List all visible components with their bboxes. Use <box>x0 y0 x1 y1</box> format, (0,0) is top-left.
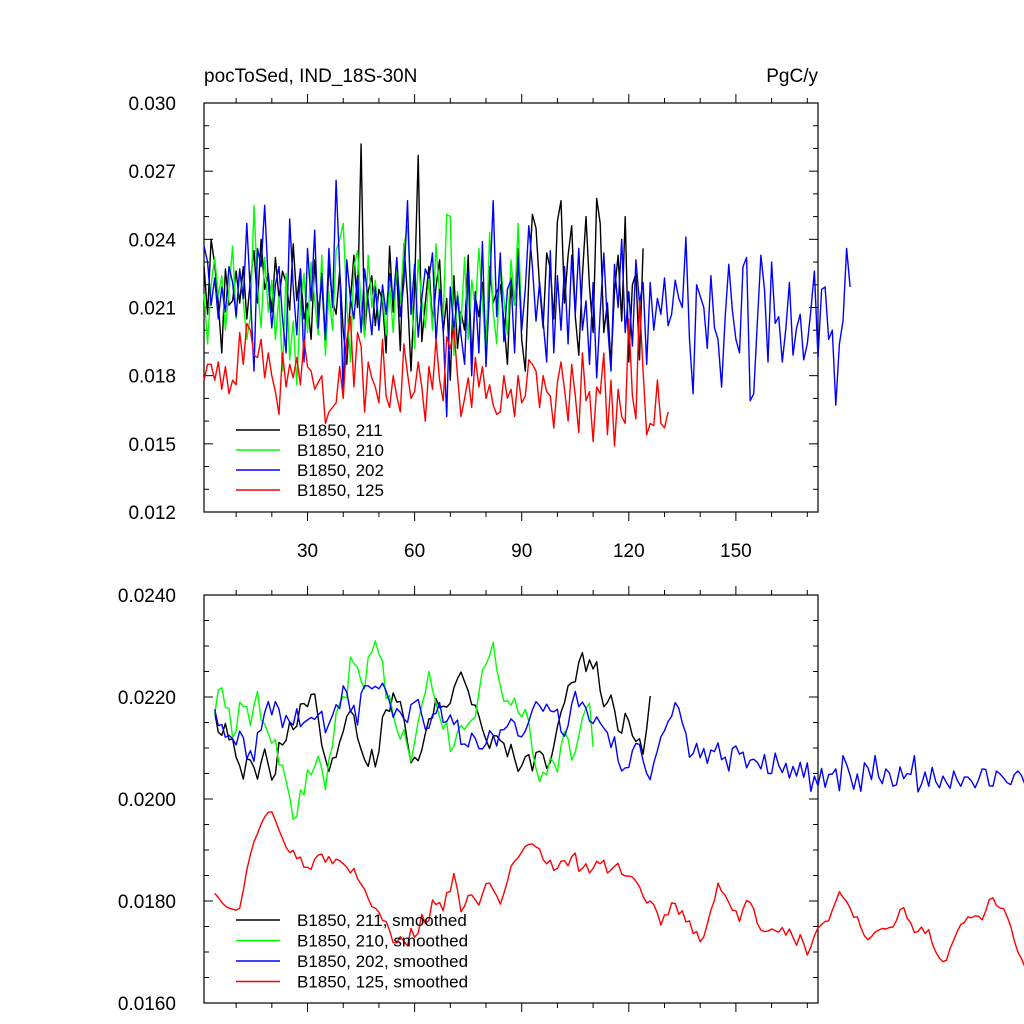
units-label: PgC/y <box>766 66 818 87</box>
chart-title: pocToSed, IND_18S-30N <box>204 66 417 87</box>
legend-label: B1850, 211 <box>297 421 383 440</box>
series-line <box>203 300 669 447</box>
series-line <box>214 640 594 821</box>
x-tick-label: 90 <box>511 541 532 562</box>
y-tick-label: 0.0220 <box>118 688 176 709</box>
legend-label: B1850, 210, smoothed <box>297 932 468 951</box>
x-tick-label: 150 <box>720 541 752 562</box>
series-line <box>214 682 1024 793</box>
y-tick-label: 0.012 <box>128 503 176 524</box>
series-line <box>214 651 651 781</box>
y-tick-label: 0.0180 <box>118 892 176 913</box>
x-tick-label: 120 <box>613 541 645 562</box>
x-tick-label: 30 <box>297 541 318 562</box>
y-tick-label: 0.0240 <box>118 586 176 607</box>
y-tick-label: 0.0200 <box>118 790 176 811</box>
y-tick-label: 0.015 <box>128 435 176 456</box>
series-line <box>203 179 851 418</box>
series-line <box>214 811 1024 967</box>
top-line-chart: pocToSed, IND_18S-30N PgC/y 30 60 90 120 150… <box>128 66 851 562</box>
legend-label: B1850, 125, smoothed <box>297 973 468 992</box>
series-line <box>203 143 644 381</box>
legend-label: B1850, 210 <box>297 441 384 460</box>
legend-label: B1850, 125 <box>297 481 384 500</box>
y-tick-label: 0.027 <box>128 162 176 183</box>
legend-label: B1850, 202 <box>297 461 384 480</box>
y-tick-label: 0.024 <box>128 230 176 251</box>
y-tick-label: 0.0160 <box>118 994 176 1015</box>
legend-label: B1850, 202, smoothed <box>297 952 468 971</box>
bottom-line-chart: 0.0160 0.0180 0.0200 0.0220 0.0240 B1850, 211… <box>118 586 1024 1015</box>
y-tick-label: 0.018 <box>128 367 176 388</box>
x-tick-label: 60 <box>404 541 425 562</box>
y-tick-label: 0.021 <box>128 299 176 320</box>
legend-label: B1850, 211, smoothed <box>297 911 467 930</box>
y-tick-label: 0.030 <box>128 94 176 115</box>
